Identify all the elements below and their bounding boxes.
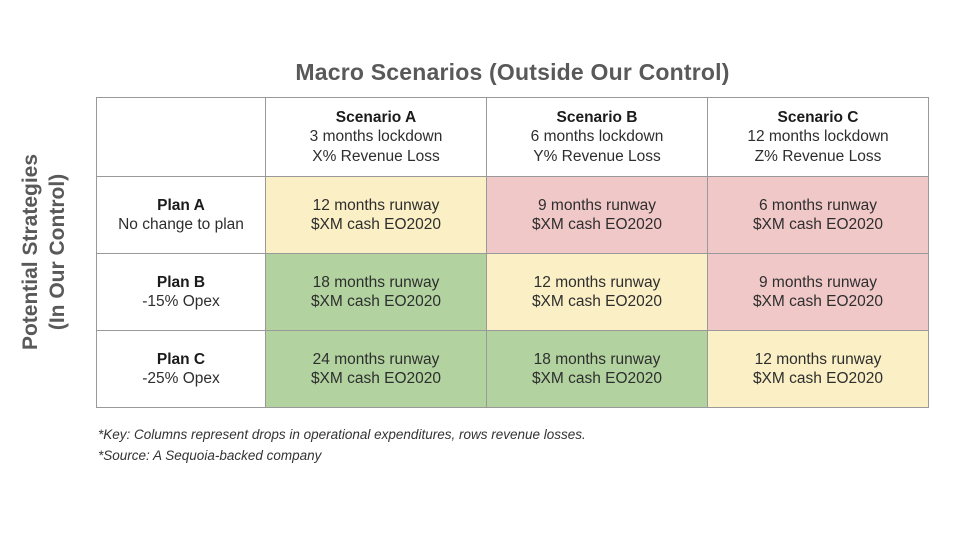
scenario-a-lockdown: 3 months lockdown: [309, 128, 443, 146]
scenario-c-loss: Z% Revenue Loss: [754, 147, 882, 165]
row-axis-label-line2: (In Our Control): [46, 173, 69, 331]
scenario-a-loss: X% Revenue Loss: [312, 147, 440, 165]
footnote-key: *Key: Columns represent drops in operati…: [98, 427, 586, 442]
scenario-b-title: Scenario B: [556, 108, 638, 126]
runway-value: 9 months runway: [537, 196, 657, 214]
plan-c-desc: -25% Opex: [142, 370, 220, 387]
cell-plan-b-scenario-b: 12 months runway $XM cash EO2020: [486, 253, 708, 331]
plan-b-desc: -15% Opex: [142, 293, 220, 310]
col-header-scenario-a: Scenario A 3 months lockdown X% Revenue …: [265, 97, 487, 177]
cash-value: $XM cash EO2020: [752, 370, 884, 387]
cell-plan-c-scenario-b: 18 months runway $XM cash EO2020: [486, 330, 708, 408]
table-header-row: Scenario A 3 months lockdown X% Revenue …: [96, 97, 929, 177]
plan-c-title: Plan C: [156, 350, 206, 368]
cell-plan-a-scenario-c: 6 months runway $XM cash EO2020: [707, 176, 929, 254]
runway-value: 24 months runway: [312, 350, 440, 368]
cell-plan-b-scenario-c: 9 months runway $XM cash EO2020: [707, 253, 929, 331]
scenario-matrix-table: Scenario A 3 months lockdown X% Revenue …: [96, 97, 929, 408]
corner-cell: [96, 97, 266, 177]
table-row-plan-c: Plan C -25% Opex 24 months runway $XM ca…: [96, 330, 929, 408]
cell-plan-c-scenario-c: 12 months runway $XM cash EO2020: [707, 330, 929, 408]
cash-value: $XM cash EO2020: [531, 216, 663, 233]
page-title: Macro Scenarios (Outside Our Control): [295, 59, 730, 85]
runway-value: 12 months runway: [312, 196, 440, 214]
runway-value: 9 months runway: [758, 273, 878, 291]
cell-plan-a-scenario-a: 12 months runway $XM cash EO2020: [265, 176, 487, 254]
cash-value: $XM cash EO2020: [752, 216, 884, 233]
cell-plan-b-scenario-a: 18 months runway $XM cash EO2020: [265, 253, 487, 331]
row-header-plan-a: Plan A No change to plan: [96, 176, 266, 254]
scenario-b-loss: Y% Revenue Loss: [533, 147, 661, 165]
plan-b-title: Plan B: [156, 273, 206, 291]
runway-value: 18 months runway: [533, 350, 661, 368]
cell-plan-c-scenario-a: 24 months runway $XM cash EO2020: [265, 330, 487, 408]
cash-value: $XM cash EO2020: [310, 370, 442, 387]
runway-value: 12 months runway: [533, 273, 661, 291]
cell-plan-a-scenario-b: 9 months runway $XM cash EO2020: [486, 176, 708, 254]
runway-value: 12 months runway: [754, 350, 882, 368]
scenario-b-lockdown: 6 months lockdown: [530, 128, 664, 146]
col-header-scenario-b: Scenario B 6 months lockdown Y% Revenue …: [486, 97, 708, 177]
runway-value: 18 months runway: [312, 273, 440, 291]
cash-value: $XM cash EO2020: [310, 293, 442, 310]
footnote-source: *Source: A Sequoia-backed company: [98, 448, 322, 463]
row-header-plan-c: Plan C -25% Opex: [96, 330, 266, 408]
cash-value: $XM cash EO2020: [752, 293, 884, 310]
runway-value: 6 months runway: [758, 196, 878, 214]
scenario-c-lockdown: 12 months lockdown: [747, 128, 889, 146]
cash-value: $XM cash EO2020: [531, 293, 663, 310]
col-header-scenario-c: Scenario C 12 months lockdown Z% Revenue…: [707, 97, 929, 177]
cash-value: $XM cash EO2020: [531, 370, 663, 387]
footnotes: *Key: Columns represent drops in operati…: [98, 424, 586, 466]
scenario-a-title: Scenario A: [335, 108, 417, 126]
scenario-c-title: Scenario C: [777, 108, 859, 126]
row-header-plan-b: Plan B -15% Opex: [96, 253, 266, 331]
plan-a-desc: No change to plan: [118, 216, 244, 233]
table-row-plan-b: Plan B -15% Opex 18 months runway $XM ca…: [96, 253, 929, 331]
table-row-plan-a: Plan A No change to plan 12 months runwa…: [96, 176, 929, 254]
cash-value: $XM cash EO2020: [310, 216, 442, 233]
plan-a-title: Plan A: [157, 196, 205, 214]
row-axis-label-line1: Potential Strategies: [19, 153, 42, 351]
row-axis-label: Potential Strategies (In Our Control): [17, 82, 73, 422]
